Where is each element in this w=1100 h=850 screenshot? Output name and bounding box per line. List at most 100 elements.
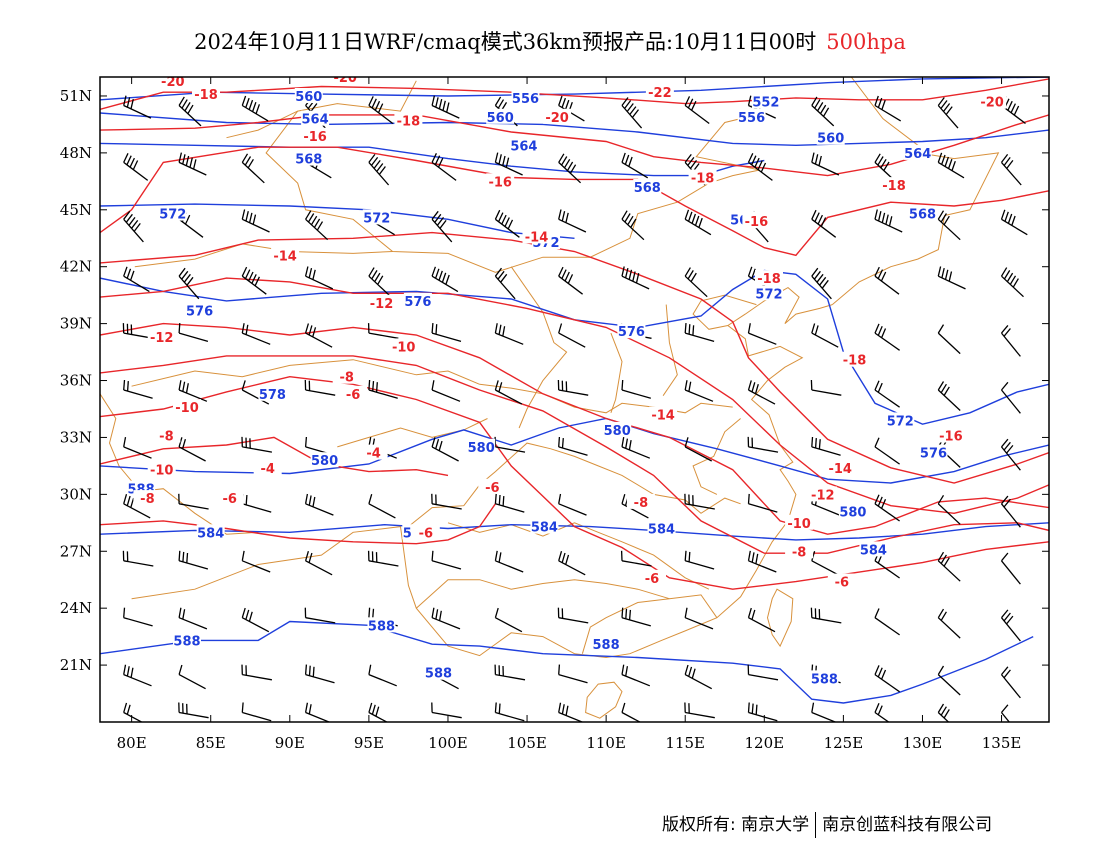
wind-barb (558, 664, 588, 684)
height-label-bg (633, 179, 662, 194)
temperature-label-bg (808, 486, 837, 502)
lon-tick-label: 125E (824, 734, 864, 752)
temperature-contour--8 (100, 355, 1049, 554)
wind-barb (178, 267, 200, 300)
wind-barb (368, 267, 392, 298)
temperature-label: -18 (757, 272, 781, 287)
height-label: 578 (259, 388, 286, 403)
temperature-contour--12 (100, 277, 1049, 515)
wind-barb (494, 267, 516, 300)
height-label: 588 (811, 672, 838, 687)
wind-barb (558, 702, 584, 722)
wind-barb (494, 209, 520, 238)
wind-barb (874, 665, 900, 693)
wind-barb (874, 323, 900, 351)
lat-tick-label: 21N (60, 656, 92, 674)
height-label: 584 (860, 543, 887, 558)
temperature-label-bg (649, 406, 678, 422)
lon-tick-label: 100E (428, 734, 468, 752)
temperature-label: -18 (194, 88, 218, 103)
wind-barb (874, 494, 900, 522)
wind-barb (621, 379, 651, 399)
wind-barb (874, 95, 902, 122)
lon-tick-label: 120E (745, 734, 785, 752)
lat-tick-label: 24N (60, 599, 92, 617)
height-contour-584 (100, 522, 1049, 541)
temperature-label: -6 (835, 576, 849, 591)
height-label-bg (859, 541, 888, 557)
temperature-label-bg (359, 444, 388, 460)
height-label-bg (903, 144, 932, 160)
height-label: 552 (752, 96, 779, 111)
wind-barb (1000, 609, 1021, 642)
wind-barb (178, 702, 209, 719)
wind-barb (123, 436, 152, 459)
wind-barb (937, 210, 961, 241)
wind-barb (494, 436, 526, 453)
boundary-line (447, 522, 710, 590)
temperature-label-bg (133, 490, 162, 506)
wind-barb (241, 95, 269, 122)
wind-barb (747, 550, 777, 573)
wind-barb (811, 551, 839, 576)
temperature-label: -18 (691, 172, 715, 187)
temperature-contour--16 (100, 146, 1049, 257)
height-label-bg (919, 444, 948, 460)
wind-barb (494, 380, 523, 405)
temperature-label-bg (389, 338, 418, 354)
wind-barb (431, 550, 462, 570)
wind-barb (747, 153, 773, 181)
wind-barb (811, 209, 837, 238)
wind-barb (304, 607, 336, 624)
wind-barb (937, 266, 966, 290)
wind-barb (684, 380, 714, 402)
height-label-bg (310, 452, 339, 468)
temperature-label: -12 (811, 488, 835, 503)
temperature-label-bg (936, 427, 965, 443)
temperature-label: -16 (488, 175, 512, 190)
lon-tick-label: 80E (117, 734, 147, 752)
wind-barb (367, 550, 399, 567)
height-label-bg (301, 110, 330, 126)
height-contour-560 (100, 77, 1049, 101)
wind-barb (874, 437, 900, 465)
temperature-label: -20 (161, 75, 185, 90)
wind-barb (937, 324, 961, 355)
wind-barb (431, 210, 453, 243)
island-outline (585, 681, 623, 719)
wind-barb (178, 380, 208, 402)
wind-barb (621, 266, 650, 290)
height-label: 568 (295, 153, 322, 168)
wind-barb (178, 323, 209, 343)
height-label-bg (810, 670, 839, 686)
wind-barb (431, 493, 462, 510)
temperature-label-bg (826, 459, 855, 475)
wind-barb (1000, 324, 1021, 357)
temperature-label-bg (827, 573, 856, 589)
height-label: 576 (404, 295, 431, 310)
temperature-label-bg (152, 427, 181, 443)
wind-barb (494, 493, 525, 513)
lon-tick-label: 130E (903, 734, 943, 752)
boundary-line (581, 594, 718, 654)
wind-barb (558, 266, 583, 295)
temperature-label-bg (339, 385, 368, 401)
height-label: 556 (512, 92, 539, 107)
temperature-label: -4 (260, 462, 274, 477)
temperature-label: -14 (525, 230, 549, 245)
lon-tick-label: 95E (354, 734, 384, 752)
wind-barb (178, 664, 206, 690)
temperature-label: -20 (980, 96, 1004, 111)
temperature-label-bg (147, 328, 176, 344)
height-label-bg (737, 108, 766, 124)
wind-barb (811, 436, 841, 456)
axis-ticks: 80E 85E 90E 95E 100E 105E 110E 115E 120E 125E 130E… (60, 77, 1049, 752)
temperature-label-bg (840, 351, 869, 367)
wind-barb (1000, 381, 1021, 414)
temperature-label-bg (645, 84, 674, 100)
wind-barb (241, 493, 272, 513)
temperature-label: -4 (366, 447, 380, 462)
wind-barb (1000, 704, 1011, 722)
wind-barb (431, 607, 461, 630)
